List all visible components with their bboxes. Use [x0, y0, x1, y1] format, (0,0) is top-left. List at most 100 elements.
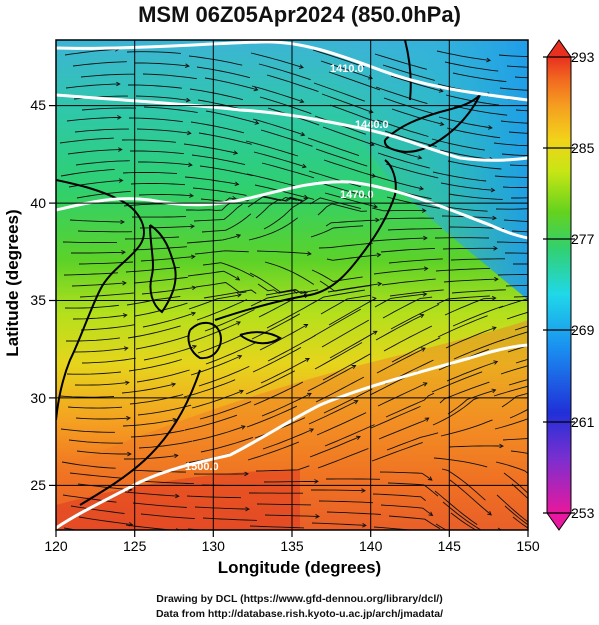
streamline [256, 503, 312, 506]
contour-label-1410: 1410.0 [330, 63, 364, 75]
streamline [503, 219, 528, 223]
streamline [388, 258, 443, 264]
streamline [388, 515, 441, 530]
streamline [128, 359, 182, 372]
streamline [379, 217, 434, 220]
streamline [506, 311, 528, 320]
coastline-honshu [214, 159, 397, 321]
streamline [499, 331, 528, 342]
colorbar-label: 269 [571, 322, 595, 338]
streamline-arrowhead [493, 360, 499, 365]
colorbar-label: 293 [571, 49, 595, 65]
streamline [380, 504, 433, 516]
streamline-arrowhead [315, 514, 320, 519]
streamline [311, 522, 366, 526]
streamline-arrowhead [122, 313, 128, 318]
streamline [255, 465, 310, 472]
streamline [253, 151, 307, 168]
colorbar-label: 253 [571, 505, 595, 521]
streamline [432, 171, 487, 182]
streamline-arrowhead [372, 296, 377, 302]
streamline-arrowhead [424, 417, 430, 422]
streamline-arrowhead [491, 326, 497, 331]
streamline [246, 173, 300, 188]
streamline-arrowhead [377, 281, 383, 287]
colorbar-min-triangle [546, 512, 572, 531]
streamline [136, 128, 191, 134]
streamline [262, 428, 314, 450]
coastlines [56, 40, 481, 506]
streamline [324, 424, 375, 447]
streamline [328, 297, 377, 326]
streamline [326, 254, 381, 261]
streamline [199, 165, 254, 177]
streamline [72, 314, 127, 320]
streamline [77, 230, 133, 233]
streamline [370, 174, 424, 190]
streamline-arrowhead [419, 313, 425, 319]
colorbar: 293 285 277 269 261 253 [543, 39, 595, 531]
streamline [252, 347, 302, 373]
streamline [310, 225, 364, 238]
streamline-arrowhead [423, 235, 428, 241]
streamline-arrowhead [487, 511, 492, 516]
streamline [71, 282, 126, 287]
streamline [433, 457, 488, 468]
streamline [59, 395, 115, 398]
streamline [311, 269, 363, 282]
streamline [186, 495, 242, 499]
streamline [128, 117, 183, 123]
streamline [186, 234, 241, 244]
streamline [248, 217, 298, 241]
streamline [329, 330, 378, 359]
streamline [65, 83, 120, 89]
streamline [192, 425, 246, 442]
streamline-arrowhead [376, 252, 382, 258]
streamline [79, 292, 134, 298]
streamline [500, 365, 528, 375]
streamline-arrowhead [233, 150, 239, 155]
streamline [505, 284, 528, 287]
streamline [515, 109, 528, 112]
x-tick-label: 140 [359, 538, 383, 554]
streamline [68, 439, 123, 444]
streamline [322, 126, 375, 146]
streamline [495, 208, 528, 210]
streamline-arrowhead [240, 425, 246, 430]
streamline [450, 512, 477, 530]
streamline-arrowhead [235, 276, 241, 281]
streamline-arrowhead [373, 204, 379, 209]
streamline [191, 154, 246, 166]
streamline-arrowhead [123, 346, 129, 351]
streamline [431, 138, 485, 151]
streamline [440, 182, 495, 191]
contour-1410 [56, 40, 528, 102]
streamline [60, 428, 115, 433]
x-tick-label: 120 [44, 538, 68, 554]
contour-labels: 1410.0 1440.0 1470.0 1500.0 [185, 63, 389, 473]
streamline [121, 383, 176, 394]
streamline [137, 404, 192, 416]
coastline-kyushu [187, 321, 222, 360]
streamline-arrowhead [423, 266, 429, 271]
streamline [188, 55, 243, 66]
coastline-korea [149, 224, 177, 314]
streamline [432, 397, 480, 426]
streamline [312, 289, 365, 304]
streamline [513, 295, 528, 298]
streamline [499, 87, 528, 91]
streamline [67, 406, 123, 409]
streamline [132, 246, 187, 251]
streamline [259, 96, 312, 115]
streamline-arrowhead [307, 251, 312, 256]
streamline-arrowhead [492, 215, 497, 221]
streamline [187, 270, 240, 281]
streamline [138, 161, 192, 166]
streamline [66, 116, 121, 122]
streamline-arrowhead [231, 195, 237, 201]
streamline [249, 525, 305, 529]
streamline [501, 153, 528, 156]
streamline [201, 213, 252, 233]
streamline [121, 139, 176, 143]
streamline [250, 52, 304, 69]
